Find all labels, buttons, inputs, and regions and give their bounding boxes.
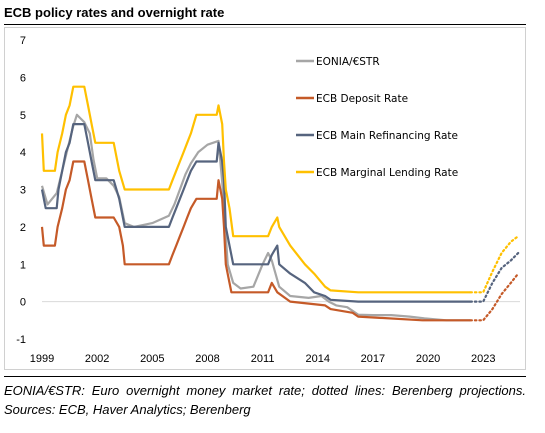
projection-line-ecb-deposit-rate [469, 272, 520, 322]
y-tick-label: 1 [20, 259, 26, 271]
x-tick-label: 2023 [471, 353, 495, 365]
x-tick-label: 2005 [140, 353, 164, 365]
y-tick-label: 5 [20, 110, 26, 122]
legend-label: EONIA/€STR [316, 56, 380, 68]
series-line-ecb-deposit-rate [40, 160, 471, 322]
chart-frame [4, 27, 526, 370]
y-tick-label: 7 [20, 35, 26, 47]
x-tick-label: 2011 [251, 353, 275, 365]
y-tick-label: 2 [20, 222, 26, 234]
chart-title: ECB policy rates and overnight rate [4, 5, 225, 20]
x-tick-label: 2017 [361, 353, 385, 365]
projection-line-ecb-main-refinancing-rate [469, 251, 520, 303]
x-tick-label: 1999 [30, 353, 54, 365]
y-tick-label: 6 [20, 72, 26, 84]
series-line-eonia-str [40, 113, 471, 322]
series-line-ecb-main-refinancing-rate [40, 123, 471, 303]
y-tick-label: -1 [16, 334, 26, 346]
projection-line-ecb-marginal-lending-rate [469, 235, 520, 294]
legend-label: ECB Deposit Rate [316, 93, 408, 105]
y-tick-label: 3 [20, 185, 26, 197]
y-tick-label: 4 [20, 147, 26, 159]
legend-label: ECB Marginal Lending Rate [316, 167, 458, 179]
x-tick-label: 2020 [416, 353, 440, 365]
series-line-ecb-marginal-lending-rate [40, 85, 471, 294]
source-note: EONIA/€STR: Euro overnight money market … [4, 383, 526, 417]
note-top-rule [4, 376, 526, 377]
line-chart: -1 0 1 2 3 4 5 6 7 1999 2002 2005 2008 2011 2014 2017 20… [16, 35, 520, 365]
x-tick-label: 2002 [85, 353, 109, 365]
legend-label: ECB Main Refinancing Rate [316, 130, 458, 142]
title-top-rule [4, 24, 526, 25]
y-tick-label: 0 [20, 297, 26, 309]
x-tick-label: 2008 [195, 353, 219, 365]
x-tick-label: 2014 [306, 353, 330, 365]
